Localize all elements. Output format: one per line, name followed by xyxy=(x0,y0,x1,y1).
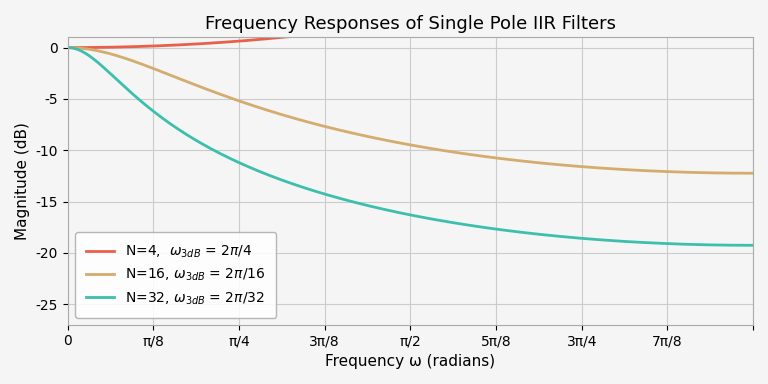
N=4,  $\omega_{3dB}$ = 2$\pi$/4 xyxy=(63,45,72,50)
N=32, $\omega_{3dB}$ = 2$\pi$/32 xyxy=(98,65,108,69)
N=32, $\omega_{3dB}$ = 2$\pi$/32 xyxy=(729,243,738,248)
N=32, $\omega_{3dB}$ = 2$\pi$/32 xyxy=(63,45,72,50)
N=16, $\omega_{3dB}$ = 2$\pi$/16 xyxy=(603,166,612,171)
N=4,  $\omega_{3dB}$ = 2$\pi$/4 xyxy=(396,19,406,24)
N=32, $\omega_{3dB}$ = 2$\pi$/32 xyxy=(396,211,406,215)
N=16, $\omega_{3dB}$ = 2$\pi$/16 xyxy=(396,141,406,146)
N=16, $\omega_{3dB}$ = 2$\pi$/16 xyxy=(63,45,72,50)
N=32, $\omega_{3dB}$ = 2$\pi$/32 xyxy=(748,243,757,248)
N=16, $\omega_{3dB}$ = 2$\pi$/16 xyxy=(729,171,738,175)
Title: Frequency Responses of Single Pole IIR Filters: Frequency Responses of Single Pole IIR F… xyxy=(205,15,616,33)
N=4,  $\omega_{3dB}$ = 2$\pi$/4 xyxy=(378,22,387,27)
N=16, $\omega_{3dB}$ = 2$\pi$/16 xyxy=(748,171,757,175)
N=4,  $\omega_{3dB}$ = 2$\pi$/4 xyxy=(98,45,108,50)
N=32, $\omega_{3dB}$ = 2$\pi$/32 xyxy=(603,238,612,243)
Y-axis label: Magnitude (dB): Magnitude (dB) xyxy=(15,122,30,240)
X-axis label: Frequency ω (radians): Frequency ω (radians) xyxy=(326,354,495,369)
N=16, $\omega_{3dB}$ = 2$\pi$/16 xyxy=(728,171,737,175)
N=32, $\omega_{3dB}$ = 2$\pi$/32 xyxy=(728,243,737,248)
N=32, $\omega_{3dB}$ = 2$\pi$/32 xyxy=(378,207,387,211)
Legend: N=4,  $\omega_{3dB}$ = 2$\pi$/4, N=16, $\omega_{3dB}$ = 2$\pi$/16, N=32, $\omega: N=4, $\omega_{3dB}$ = 2$\pi$/4, N=16, $\… xyxy=(74,232,276,318)
N=16, $\omega_{3dB}$ = 2$\pi$/16 xyxy=(98,50,108,54)
Line: N=4,  $\omega_{3dB}$ = 2$\pi$/4: N=4, $\omega_{3dB}$ = 2$\pi$/4 xyxy=(68,0,753,48)
N=16, $\omega_{3dB}$ = 2$\pi$/16 xyxy=(378,137,387,142)
Line: N=32, $\omega_{3dB}$ = 2$\pi$/32: N=32, $\omega_{3dB}$ = 2$\pi$/32 xyxy=(68,48,753,245)
Line: N=16, $\omega_{3dB}$ = 2$\pi$/16: N=16, $\omega_{3dB}$ = 2$\pi$/16 xyxy=(68,48,753,173)
